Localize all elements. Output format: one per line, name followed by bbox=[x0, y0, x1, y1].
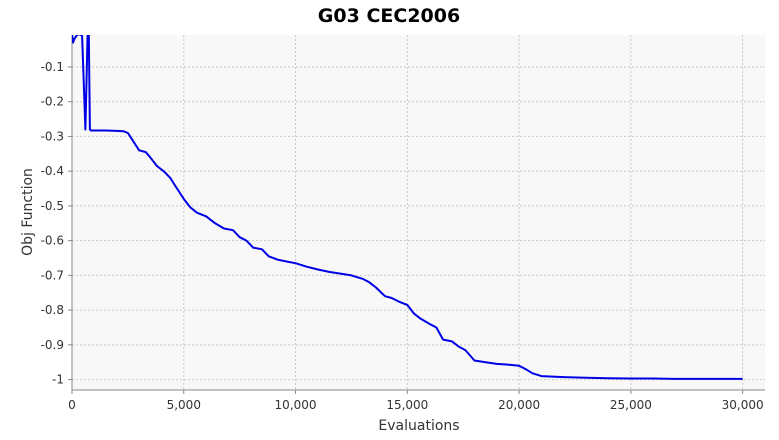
x-tick-label: 15,000 bbox=[386, 398, 428, 412]
x-tick-label: 10,000 bbox=[275, 398, 317, 412]
plot-area bbox=[72, 35, 765, 390]
y-tick-label: -0.6 bbox=[41, 234, 64, 248]
y-tick-label: -0.5 bbox=[41, 199, 64, 213]
y-tick-label: -1 bbox=[52, 373, 64, 387]
y-tick-label: -0.3 bbox=[41, 129, 64, 143]
y-tick-labels: -1 -0.9 -0.8 -0.7 -0.6 -0.5 -0.4 -0.3 -0.2 -0.1 bbox=[41, 60, 64, 387]
grid-lines bbox=[71, 35, 765, 390]
y-tick-label: -0.1 bbox=[41, 60, 64, 74]
y-tick-label: -0.8 bbox=[41, 303, 64, 317]
y-tick-label: -0.7 bbox=[41, 268, 64, 282]
y-tick-label: -0.9 bbox=[41, 338, 64, 352]
x-tick-label: 20,000 bbox=[498, 398, 540, 412]
x-tick-label: 25,000 bbox=[610, 398, 652, 412]
axes bbox=[68, 35, 765, 394]
x-tick-labels: 0 5,000 10,000 15,000 20,000 25,000 30,000 bbox=[68, 398, 763, 412]
x-axis-label: Evaluations bbox=[378, 418, 459, 434]
y-tick-label: -0.4 bbox=[41, 164, 64, 178]
y-axis-label: Obj Function bbox=[20, 168, 36, 256]
x-tick-label: 0 bbox=[68, 398, 76, 412]
chart-title: G03 CEC2006 bbox=[318, 5, 460, 27]
series-line bbox=[72, 35, 743, 380]
y-tick-label: -0.2 bbox=[41, 95, 64, 109]
x-tick-label: 30,000 bbox=[722, 398, 764, 412]
x-tick-label: 5,000 bbox=[167, 398, 201, 412]
